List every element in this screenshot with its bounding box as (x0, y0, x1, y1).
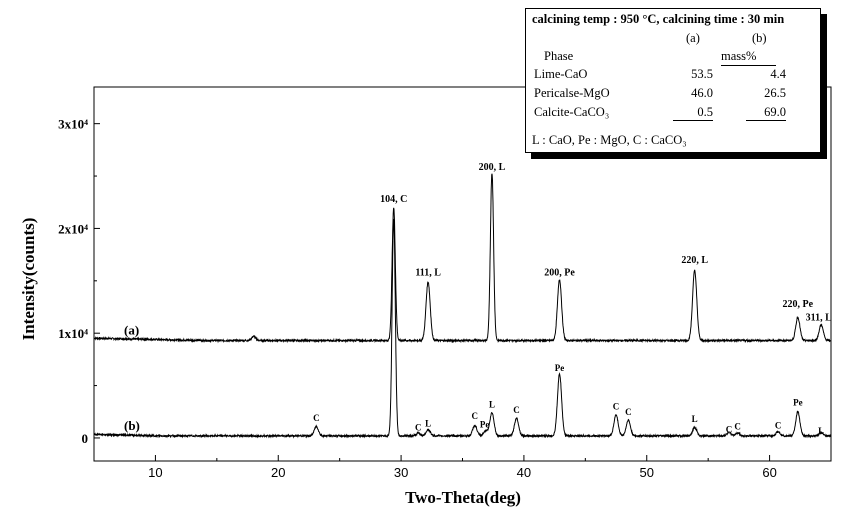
table-row-b: 69.0 (746, 105, 786, 121)
y-tick-label: 0 (82, 431, 89, 446)
peak-label: 200, L (479, 162, 506, 173)
x-tick-label: 10 (148, 465, 162, 480)
table-row-b: 26.5 (764, 86, 786, 100)
y-tick-label: 3x10⁴ (58, 117, 88, 132)
y-ticks: 0 1x10⁴ 2x10⁴ 3x10⁴ (58, 117, 100, 446)
table-title: calcining temp : 950 °C, calcining time … (532, 12, 785, 26)
curves: (a) (b) (93, 173, 832, 439)
series-line-a (93, 173, 832, 344)
phase-table: calcining temp : 950 °C, calcining time … (525, 8, 821, 153)
table-mass-header: mass% (721, 49, 776, 66)
peak-label: Pe (480, 419, 490, 429)
peak-label: C (625, 407, 632, 417)
x-tick-label: 30 (394, 465, 408, 480)
x-axis-title: Two-Theta(deg) (405, 488, 521, 507)
peak-label: 220, L (681, 255, 708, 266)
y-axis-title: Intensity(counts) (19, 218, 38, 341)
peak-label: C (613, 402, 620, 412)
peak-label: Pe (555, 363, 565, 373)
peak-label: 104, C (380, 194, 407, 205)
y-tick-label: 1x10⁴ (58, 326, 88, 341)
table-row-phase: Lime-CaO (534, 67, 588, 81)
peak-label: 311, L (806, 313, 832, 324)
table-row-a: 46.0 (691, 86, 713, 100)
series-label: (a) (124, 323, 139, 338)
table-footnote: L : CaO, Pe : MgO, C : CaCO₃ (532, 133, 687, 147)
peak-label: L (489, 400, 495, 410)
table-col-b: (b) (752, 31, 767, 45)
peak-label: C (472, 411, 479, 421)
peak-label: 200, Pe (544, 268, 575, 279)
series-label: (b) (124, 418, 140, 433)
table-phase-header: Phase (544, 49, 574, 63)
peak-label: C (513, 405, 520, 415)
x-tick-label: 20 (271, 465, 285, 480)
table-row-a: 0.5 (673, 105, 713, 121)
x-tick-label: 60 (762, 465, 776, 480)
table-row-a: 53.5 (691, 67, 713, 81)
peak-label: C (313, 413, 320, 423)
peak-label: Pe (793, 397, 803, 407)
peak-label: C (726, 425, 733, 435)
table-col-a: (a) (686, 31, 700, 45)
peak-label: C (415, 423, 422, 433)
peak-label: 111, L (415, 268, 441, 279)
peak-annotations: 104, C 111, L 200, L 200, Pe 220, L 220, Pe 31… (313, 162, 832, 436)
peak-label: 220, Pe (783, 299, 814, 310)
x-tick-label: 50 (640, 465, 654, 480)
peak-label: C (734, 422, 741, 432)
peak-label: L (818, 426, 824, 436)
x-ticks: 10 20 30 40 50 60 (93, 455, 832, 480)
peak-label: L (425, 418, 431, 428)
series-line-b (93, 218, 832, 439)
peak-label: L (692, 414, 698, 424)
table-row-phase: Calcite-CaCO₃ (534, 105, 610, 119)
peak-label: C (775, 421, 782, 431)
x-tick-label: 40 (517, 465, 531, 480)
table-row-b: 4.4 (770, 67, 786, 81)
table-row-phase: Pericalse-MgO (534, 86, 610, 100)
y-tick-label: 2x10⁴ (58, 221, 88, 236)
